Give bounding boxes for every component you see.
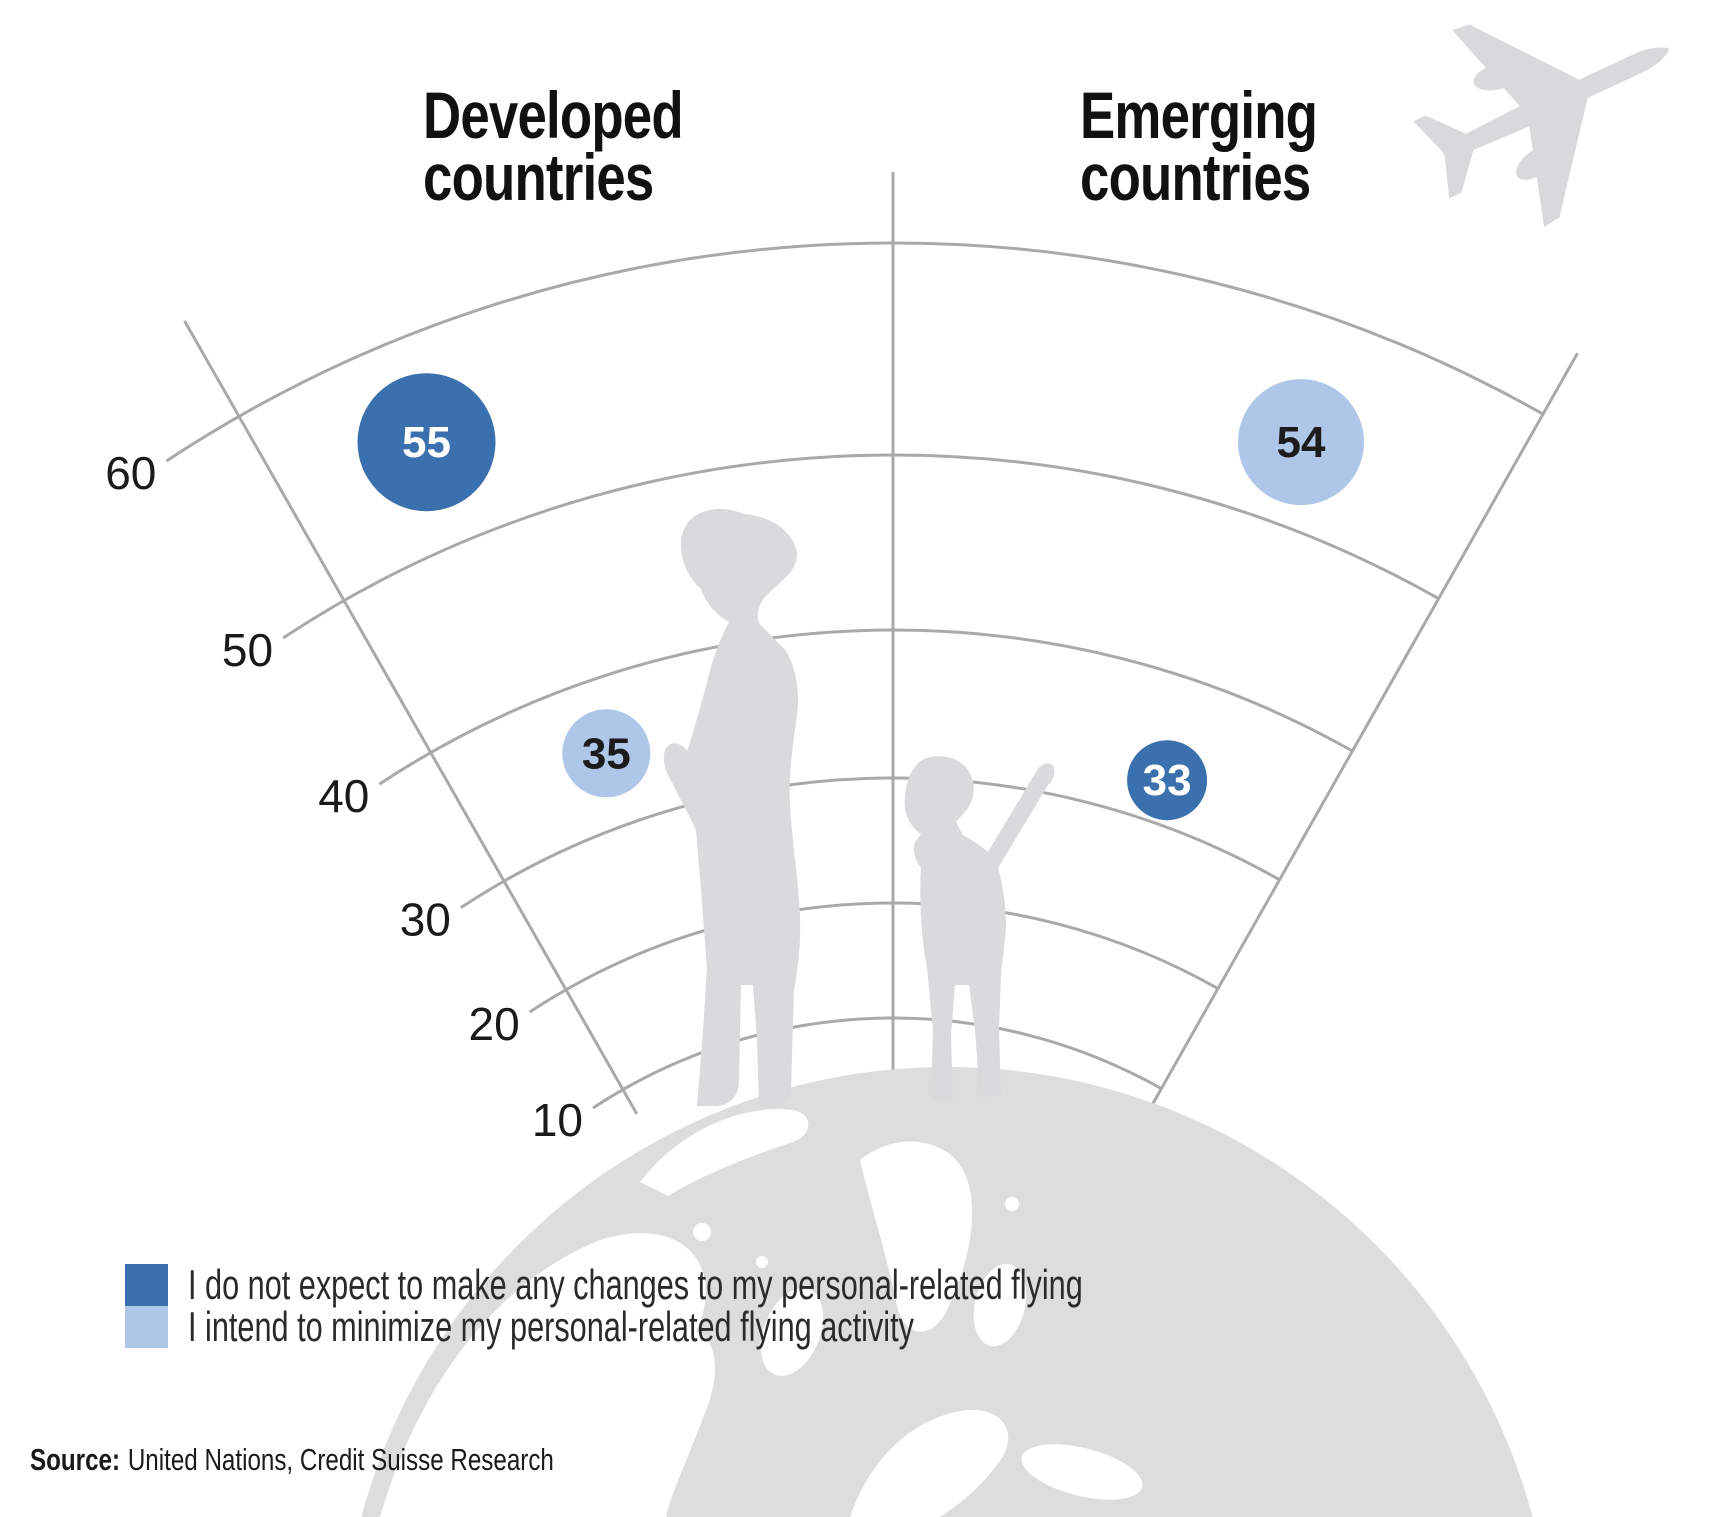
child-silhouette <box>904 756 1055 1100</box>
bubble-value-emerging-54: 54 <box>1277 418 1326 467</box>
source-text: United Nations, Credit Suisse Research <box>127 1442 554 1477</box>
airplane-icon <box>1413 24 1670 228</box>
bubble-layer: 55 35 54 33 <box>357 373 1364 821</box>
source-line: Source: United Nations, Credit Suisse Res… <box>30 1442 702 1478</box>
bubble-value-developed-35: 35 <box>582 729 631 778</box>
legend-labels: I do not expect to make any changes to m… <box>188 1261 1414 1350</box>
bubble-emerging-33: 33 <box>1127 740 1208 821</box>
legend-swatch-minimize <box>125 1306 168 1348</box>
grid-arc-60 <box>165 241 1544 463</box>
title-developed-countries: Developed countries <box>423 78 684 214</box>
bubble-value-developed-55: 55 <box>402 418 451 467</box>
source-label: Source: <box>30 1442 121 1477</box>
bubble-emerging-54: 54 <box>1238 379 1364 506</box>
grid-arc-10 <box>592 1016 1163 1110</box>
globe-graphic <box>361 1067 1533 1517</box>
tick-label-20: 20 <box>469 998 520 1050</box>
tick-label-60: 60 <box>105 447 156 499</box>
tick-label-50: 50 <box>222 624 273 676</box>
grid-arc-50 <box>282 453 1440 640</box>
legend-swatches <box>125 1264 168 1348</box>
left-boundary-line <box>183 320 639 1115</box>
bubble-circle-emerging-54 <box>1238 379 1364 506</box>
grid-arc-40 <box>378 628 1354 786</box>
grid-arc-20 <box>528 901 1219 1014</box>
tick-label-30: 30 <box>400 894 451 946</box>
legend-swatch-no-change <box>125 1264 168 1306</box>
bubble-developed-55: 55 <box>357 373 496 512</box>
bubble-circle-emerging-33 <box>1127 740 1208 821</box>
adult-silhouette <box>663 508 801 1108</box>
tick-label-40: 40 <box>318 770 369 822</box>
grid-arc-30 <box>460 776 1281 909</box>
bubble-value-emerging-33: 33 <box>1143 756 1192 805</box>
radial-grid <box>165 172 1579 1117</box>
bubble-circle-developed-35 <box>562 709 651 798</box>
legend: I do not expect to make any changes to m… <box>125 1261 1414 1350</box>
tick-label-10: 10 <box>532 1094 583 1146</box>
legend-item-minimize: I intend to minimize my personal-related… <box>188 1303 914 1350</box>
right-boundary-line <box>1144 352 1579 1117</box>
legend-item-no-change: I do not expect to make any changes to m… <box>188 1261 1083 1308</box>
title-emerging-countries: Emerging countries <box>1080 78 1318 214</box>
bubble-circle-developed-55 <box>357 373 496 512</box>
bubble-developed-35: 35 <box>562 709 651 798</box>
